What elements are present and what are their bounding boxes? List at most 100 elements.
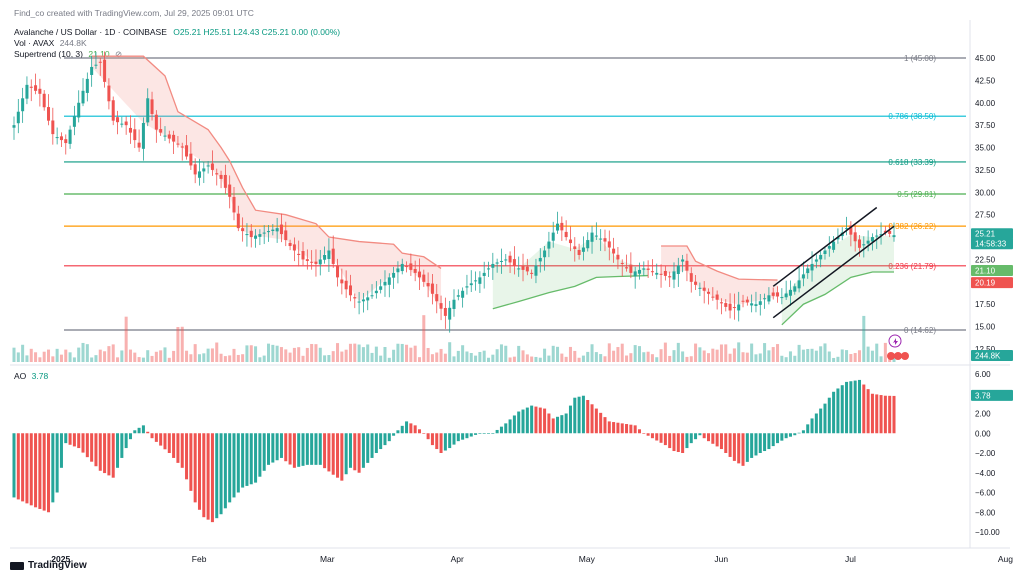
price-tick: 12.50: [975, 345, 996, 354]
candle-body: [64, 139, 68, 144]
volume-bar: [124, 316, 128, 362]
volume-bar: [262, 355, 266, 362]
candle-body: [573, 246, 577, 250]
volume-label[interactable]: Vol · AVAX: [14, 38, 55, 48]
visibility-icon[interactable]: ⊘: [115, 49, 123, 59]
candle-body: [883, 230, 887, 233]
ao-bar: [159, 433, 163, 446]
volume-bar: [25, 355, 29, 362]
time-axis[interactable]: 2025 Feb Mar Apr May Jun Jul Aug: [51, 554, 1013, 564]
ao-bar: [279, 433, 283, 458]
ao-bar: [292, 433, 296, 468]
price-tick: 37.50: [975, 121, 996, 130]
ao-bar: [625, 424, 629, 434]
ao-bar: [737, 433, 741, 464]
supertrend-up-line: [492, 274, 649, 310]
volume-bar: [741, 352, 745, 362]
candle-body: [599, 238, 603, 240]
ao-bar: [642, 433, 646, 434]
candle-body: [581, 247, 585, 252]
volume-bar: [29, 348, 33, 362]
ao-label[interactable]: AO: [14, 371, 27, 381]
ao-bar: [288, 433, 292, 465]
ao-bar: [508, 419, 512, 434]
ao-bar: [137, 427, 141, 434]
tradingview-logo[interactable]: TradingView: [10, 560, 87, 571]
candle-body: [305, 259, 309, 261]
fib-label: 0.786 (38.50): [888, 112, 936, 121]
volume-bar: [439, 348, 443, 362]
volume-bar: [72, 357, 76, 362]
volume-bar: [426, 347, 430, 362]
ao-bar: [806, 424, 810, 434]
event-icon-2[interactable]: [894, 352, 902, 360]
ao-bar: [426, 433, 430, 440]
ao-bar: [167, 433, 171, 453]
ao-bar: [655, 433, 659, 441]
ao-bar: [180, 433, 184, 468]
candle-body: [193, 164, 197, 175]
ao-bar: [521, 409, 525, 434]
ao-bar: [724, 433, 728, 453]
candle-body: [629, 264, 633, 273]
ao-tick: −4.00: [975, 469, 996, 478]
ao-bar: [219, 433, 223, 515]
ao-bar: [771, 433, 775, 447]
candle-body: [137, 142, 141, 148]
ao-bar: [685, 433, 689, 449]
volume-bar: [702, 350, 706, 362]
volume-bar: [866, 346, 870, 362]
candle-body: [47, 107, 51, 121]
ao-bar: [232, 433, 236, 498]
volume-bar: [34, 352, 38, 362]
volume-bar: [370, 352, 374, 362]
fib-label: 0.382 (26.22): [888, 222, 936, 231]
candle-body: [301, 251, 305, 260]
symbol-title[interactable]: Avalanche / US Dollar · 1D · COINBASE: [14, 27, 167, 37]
trend-channel[interactable]: [772, 206, 895, 319]
time-tick: Jun: [714, 554, 728, 564]
candle-body: [215, 173, 219, 175]
ao-bar: [732, 433, 736, 461]
ao-bar: [236, 433, 240, 493]
price-axis[interactable]: 45.00 42.50 40.00 37.50 35.00 32.50 30.00 27.50…: [975, 54, 996, 354]
ao-bar: [409, 423, 413, 434]
volume-bar: [465, 351, 469, 362]
volume-bar: [85, 344, 89, 362]
volume-bar: [249, 345, 253, 362]
candle-body: [702, 287, 706, 291]
candle-body: [430, 283, 434, 294]
ao-bar: [25, 433, 29, 504]
ao-bar: [499, 426, 503, 434]
time-tick: Jul: [845, 554, 856, 564]
ao-bar: [452, 433, 456, 445]
ao-bar: [383, 433, 387, 446]
volume-bar: [344, 349, 348, 362]
candle-body: [133, 129, 137, 141]
volume-bar: [361, 347, 365, 362]
ao-bar: [185, 433, 189, 480]
ao-bar: [21, 433, 25, 502]
ao-bar: [64, 433, 68, 444]
ao-bar: [38, 433, 42, 509]
ao-bar: [12, 433, 16, 498]
ao-bar: [422, 433, 426, 434]
volume-bar: [681, 351, 685, 362]
candle-body: [741, 300, 745, 302]
ao-bar: [448, 433, 452, 449]
supertrend-label[interactable]: Supertrend (10, 3): [14, 49, 83, 59]
candle-body: [348, 285, 352, 296]
event-icon-3[interactable]: [901, 352, 909, 360]
alert-icon[interactable]: [888, 334, 902, 348]
candle-body: [12, 125, 16, 128]
candle-body: [832, 241, 836, 250]
replay-icons[interactable]: [887, 334, 909, 360]
ao-bar: [116, 433, 120, 468]
event-icon-1[interactable]: [887, 352, 895, 360]
fibonacci-levels: 1 (45.00) 0.786 (38.50) 0.618 (33.39) 0.5 (…: [64, 54, 966, 335]
volume-bar: [737, 342, 741, 362]
candle-body: [396, 268, 400, 273]
candle-body: [353, 297, 357, 299]
candle-body: [715, 294, 719, 300]
